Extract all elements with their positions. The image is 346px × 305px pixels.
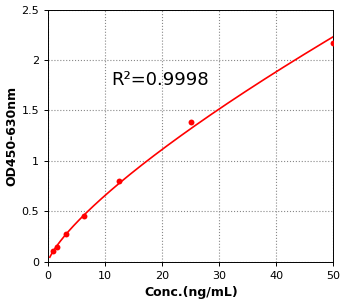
Point — [50, 249, 55, 254]
Point — [188, 120, 193, 124]
Point — [54, 245, 60, 250]
Point — [331, 41, 336, 45]
Point — [117, 178, 122, 183]
Point — [81, 214, 86, 219]
X-axis label: Conc.(ng/mL): Conc.(ng/mL) — [144, 286, 238, 300]
Y-axis label: OD450-630nm: OD450-630nm — [6, 86, 19, 186]
Text: R²=0.9998: R²=0.9998 — [111, 71, 209, 89]
Point — [63, 232, 69, 237]
